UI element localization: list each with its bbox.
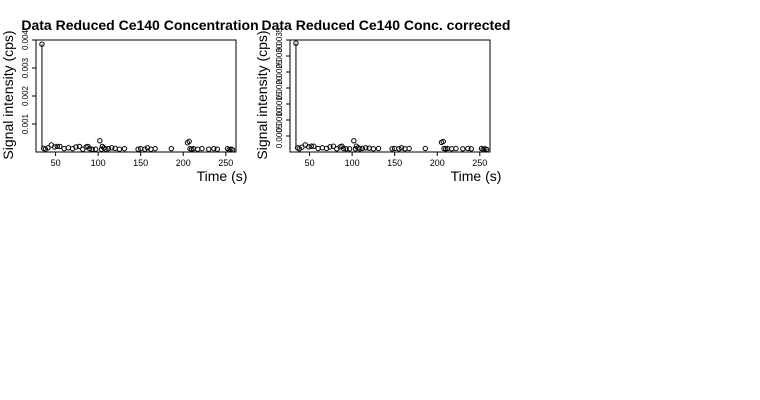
chart-panel-conc-corrected: Data Reduced Ce140 Conc. corrected 50 100… xyxy=(254,0,516,190)
data-point xyxy=(39,41,45,47)
data-point xyxy=(363,145,369,151)
x-tick-label: 150 xyxy=(387,158,402,168)
x-tick-label: 150 xyxy=(133,158,148,168)
data-point xyxy=(195,146,201,152)
data-point xyxy=(460,146,466,152)
data-point xyxy=(483,146,490,153)
x-tick-label: 200 xyxy=(430,158,445,168)
data-point xyxy=(121,145,128,152)
data-point xyxy=(306,144,312,150)
x-axis-label: Time (s) xyxy=(197,168,248,184)
data-point xyxy=(229,147,236,153)
x-tick-label: 100 xyxy=(91,158,106,168)
y-tick-label: 0.0025 xyxy=(275,59,284,84)
data-point xyxy=(359,145,366,152)
y-tick-label: 0.0030 xyxy=(275,43,284,68)
data-point xyxy=(89,146,95,152)
data-point xyxy=(293,40,299,46)
data-point xyxy=(199,145,205,152)
data-point xyxy=(211,145,217,152)
y-tick-label: 0.0005 xyxy=(275,123,284,148)
data-point xyxy=(152,145,158,152)
y-axis-label: Signal intensity (cps) xyxy=(0,30,16,159)
data-point xyxy=(340,145,347,152)
plot-frame xyxy=(289,39,491,153)
data-point xyxy=(453,145,459,152)
y-tick-label: 0.0010 xyxy=(275,107,284,132)
plot-frame xyxy=(35,39,237,153)
y-tick-label: 0.001 xyxy=(21,113,30,134)
y-tick-label: 0.002 xyxy=(21,85,30,106)
chart-svg: Data Reduced Ce140 Conc. corrected 50 100… xyxy=(254,17,511,184)
data-point xyxy=(103,146,109,152)
y-tick-label: 0.0020 xyxy=(275,75,284,100)
data-point xyxy=(86,145,93,152)
chart-svg: Data Reduced Ce140 Concentration 50 100 15… xyxy=(0,17,259,184)
x-tick-label: 200 xyxy=(176,158,191,168)
data-point xyxy=(109,145,115,151)
data-point xyxy=(396,146,402,152)
data-point xyxy=(468,146,474,152)
chart-panel-concentration: Data Reduced Ce140 Concentration 50 100 15… xyxy=(0,0,262,190)
data-point xyxy=(135,146,141,152)
data-point xyxy=(449,146,455,152)
x-tick-label: 250 xyxy=(472,158,487,168)
data-point xyxy=(406,145,412,152)
data-point xyxy=(311,143,317,149)
data-point xyxy=(54,143,60,150)
data-point xyxy=(330,143,337,149)
x-tick-label: 250 xyxy=(218,158,233,168)
data-point xyxy=(351,138,357,144)
data-point xyxy=(422,145,429,152)
data-point xyxy=(57,143,63,150)
x-tick-label: 100 xyxy=(345,158,360,168)
x-tick-label: 50 xyxy=(51,158,61,168)
y-axis-label: Signal intensity (cps) xyxy=(254,30,270,159)
data-point xyxy=(61,145,67,152)
data-point xyxy=(73,144,79,150)
x-tick-label: 50 xyxy=(305,158,315,168)
data-point xyxy=(186,138,192,145)
data-point xyxy=(440,138,446,145)
y-tick-label: 0.0015 xyxy=(275,91,284,116)
data-point xyxy=(105,145,112,152)
data-point xyxy=(97,138,103,144)
x-axis-label: Time (s) xyxy=(451,168,502,184)
data-point xyxy=(357,146,363,152)
data-point xyxy=(214,146,220,152)
data-point xyxy=(327,144,333,150)
data-point xyxy=(465,145,471,152)
data-point xyxy=(168,145,175,152)
data-point xyxy=(45,145,51,151)
data-point xyxy=(52,144,58,150)
data-point xyxy=(370,146,377,152)
data-point xyxy=(319,145,326,151)
plot-area: 50 100 150 200 250 0.001 0.002 0.003 0.004 xyxy=(21,29,237,168)
data-point xyxy=(375,145,382,152)
data-point xyxy=(343,146,349,152)
data-point xyxy=(389,146,395,152)
chart-title: Data Reduced Ce140 Conc. corrected xyxy=(262,17,511,33)
data-point xyxy=(206,146,212,152)
plot-area: 50 100 150 200 2500.00050.00100.00150.00200.… xyxy=(275,27,491,168)
data-point xyxy=(76,143,83,150)
data-point xyxy=(315,145,321,152)
data-point xyxy=(92,146,99,152)
chart-title: Data Reduced Ce140 Concentration xyxy=(21,17,258,33)
data-point xyxy=(116,146,123,152)
data-point xyxy=(346,146,353,152)
data-point xyxy=(308,143,314,149)
data-point xyxy=(398,145,405,151)
data-point xyxy=(65,145,72,151)
y-tick-label: 0.003 xyxy=(21,57,30,78)
y-tick-label: 0.004 xyxy=(21,29,30,50)
y-tick-label: 0.0035 xyxy=(275,27,284,52)
